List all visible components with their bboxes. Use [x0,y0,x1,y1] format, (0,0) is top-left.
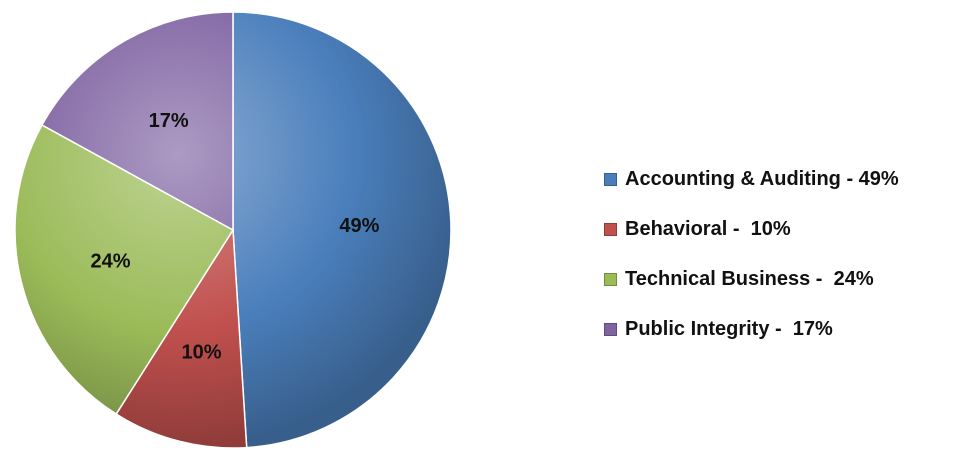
slice-label-accounting-auditing: 49% [339,215,379,237]
legend-item-behavioral: Behavioral - 10% [604,204,899,254]
legend-label-technical-business: Technical Business - 24% [625,267,874,290]
pie-slice-technical-business [14,123,235,416]
pie-slice-accounting-auditing [232,11,452,449]
pie-slice-behavioral [115,227,248,449]
legend-swatch-accounting-auditing [604,172,617,186]
slice-label-technical-business: 24% [91,250,131,272]
legend-item-public-integrity: Public Integrity - 17% [604,304,899,354]
pie-slice-public-integrity [40,11,234,232]
legend-swatch-behavioral [604,222,617,236]
legend-label-public-integrity: Public Integrity - 17% [625,317,833,340]
legend-item-accounting-auditing: Accounting & Auditing - 49% [604,154,899,204]
legend: Accounting & Auditing - 49% Behavioral -… [604,154,899,354]
legend-label-behavioral: Behavioral - 10% [625,217,791,240]
legend-swatch-public-integrity [604,322,617,336]
legend-item-technical-business: Technical Business - 24% [604,254,899,304]
legend-label-accounting-auditing: Accounting & Auditing - 49% [625,167,899,190]
legend-swatch-technical-business [604,272,617,286]
slice-label-behavioral: 10% [182,341,222,363]
slice-label-public-integrity: 17% [149,110,189,132]
